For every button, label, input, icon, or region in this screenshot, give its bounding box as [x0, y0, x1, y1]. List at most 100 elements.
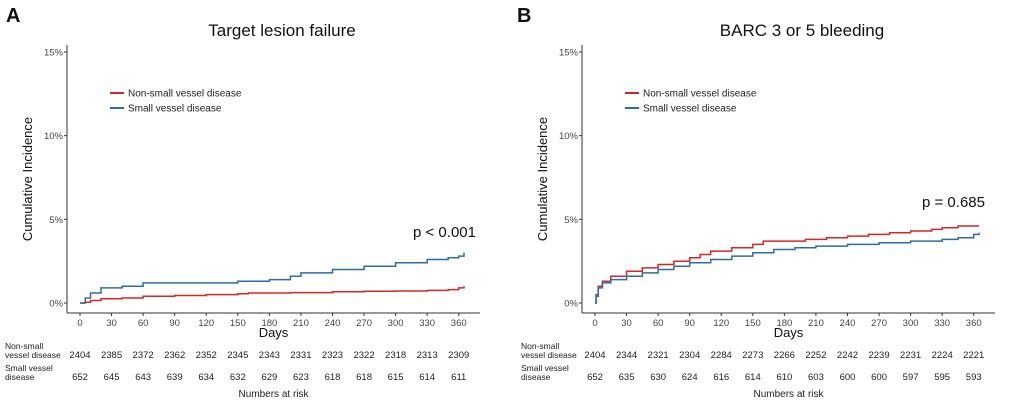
x-tick-label: 30	[621, 318, 632, 329]
risk-value: 632	[230, 372, 246, 383]
x-tick-label: 120	[713, 318, 729, 329]
risk-row-label-line1: Small vessel	[521, 363, 569, 373]
risk-row-label-line2: vessel disease	[521, 350, 577, 360]
risk-value: 616	[713, 372, 729, 383]
risk-value: 2273	[742, 350, 763, 361]
risk-value: 623	[293, 372, 309, 383]
risk-value: 595	[934, 372, 950, 383]
x-tick-label: 120	[198, 318, 214, 329]
risk-value: 2239	[868, 350, 889, 361]
risk-value: 600	[840, 372, 856, 383]
series-line-non-small-vessel	[595, 225, 979, 304]
y-tick-label: 15%	[559, 48, 579, 59]
risk-value: 2404	[69, 350, 90, 361]
risk-value: 614	[745, 372, 761, 383]
risk-value: 2385	[101, 350, 122, 361]
x-tick-label: 0	[592, 318, 597, 329]
risk-value: 2331	[290, 350, 311, 361]
panel-label: B	[517, 5, 531, 27]
risk-value: 615	[388, 372, 404, 383]
p-value-annotation: p = 0.685	[922, 194, 985, 211]
x-tick-label: 180	[776, 318, 792, 329]
y-tick-label: 5%	[49, 215, 63, 226]
x-axis-label: Days	[774, 325, 804, 340]
x-tick-label: 360	[966, 318, 982, 329]
risk-value: 610	[776, 372, 792, 383]
risk-value: 611	[451, 372, 466, 383]
series-line-small-vessel	[80, 252, 465, 304]
y-tick-label: 10%	[559, 131, 579, 142]
risk-value: 2313	[417, 350, 438, 361]
risk-value: 2231	[900, 350, 921, 361]
p-value-annotation: p < 0.001	[413, 224, 476, 241]
legend-small-vessel-label: Small vessel disease	[128, 104, 222, 115]
risk-value: 2404	[584, 350, 605, 361]
risk-value: 624	[682, 372, 698, 383]
risk-value: 2322	[353, 350, 374, 361]
risk-value: 639	[167, 372, 183, 383]
x-tick-label: 90	[684, 318, 695, 329]
risk-value: 600	[871, 372, 887, 383]
x-tick-label: 270	[871, 318, 887, 329]
risk-value: 2284	[711, 350, 732, 361]
risk-value: 2252	[805, 350, 826, 361]
risk-value: 2323	[322, 350, 343, 361]
risk-value: 652	[72, 372, 88, 383]
x-tick-label: 210	[293, 318, 309, 329]
x-tick-label: 270	[356, 318, 372, 329]
risk-value: 652	[587, 372, 603, 383]
risk-value: 2309	[448, 350, 469, 361]
risk-row-label-line1: Small vessel	[5, 363, 53, 373]
x-tick-label: 240	[840, 318, 856, 329]
y-tick-label: 15%	[44, 48, 64, 59]
panel-label: A	[6, 5, 20, 27]
risk-value: 635	[619, 372, 635, 383]
series-line-non-small-vessel	[80, 286, 465, 304]
x-tick-label: 150	[745, 318, 761, 329]
x-tick-label: 300	[388, 318, 404, 329]
risk-value: 2224	[932, 350, 953, 361]
x-tick-label: 210	[808, 318, 824, 329]
risk-row-label-line1: Non-small	[521, 341, 559, 351]
risk-value: 614	[419, 372, 435, 383]
risk-value: 645	[104, 372, 120, 383]
risk-value: 2321	[648, 350, 669, 361]
risk-value: 618	[356, 372, 372, 383]
risk-value: 2221	[963, 350, 984, 361]
x-tick-label: 240	[325, 318, 341, 329]
risk-value: 618	[325, 372, 341, 383]
risk-value: 603	[808, 372, 824, 383]
y-axis-label: Cumulative Incidence	[535, 117, 550, 241]
legend-non-small-vessel-label: Non-small vessel disease	[128, 89, 242, 100]
x-tick-label: 330	[934, 318, 950, 329]
risk-row-label-line1: Non-small	[5, 341, 43, 351]
y-axis-label: Cumulative Incidence	[20, 117, 35, 241]
x-tick-label: 180	[261, 318, 277, 329]
risk-value: 2362	[164, 350, 185, 361]
x-tick-label: 60	[138, 318, 149, 329]
y-tick-label: 10%	[44, 131, 64, 142]
risk-row-label-line2: disease	[521, 372, 551, 382]
legend-non-small-vessel-label: Non-small vessel disease	[643, 89, 757, 100]
series-line-small-vessel	[595, 232, 980, 304]
x-tick-label: 330	[419, 318, 435, 329]
chart-panel-b: B BARC 3 or 5 bleeding 0% 5% 10% 15% 0 30 60 90 12…	[517, 5, 995, 400]
x-tick-label: 360	[451, 318, 467, 329]
risk-value: 593	[966, 372, 982, 383]
x-tick-label: 300	[903, 318, 919, 329]
risk-table-title: Numbers at risk	[753, 389, 824, 400]
y-tick-label: 5%	[564, 215, 578, 226]
x-tick-label: 150	[230, 318, 246, 329]
risk-value: 630	[650, 372, 666, 383]
risk-value: 2343	[259, 350, 280, 361]
risk-row-label-line2: disease	[5, 372, 35, 382]
y-tick-label: 0%	[49, 299, 63, 310]
risk-value: 2304	[679, 350, 700, 361]
risk-value: 2352	[196, 350, 217, 361]
chart-panel-a: A Target lesion failure 0% 5% 10% 15% 0 30 60 90 1…	[5, 5, 480, 400]
risk-value: 2242	[837, 350, 858, 361]
risk-table-title: Numbers at risk	[238, 389, 309, 400]
